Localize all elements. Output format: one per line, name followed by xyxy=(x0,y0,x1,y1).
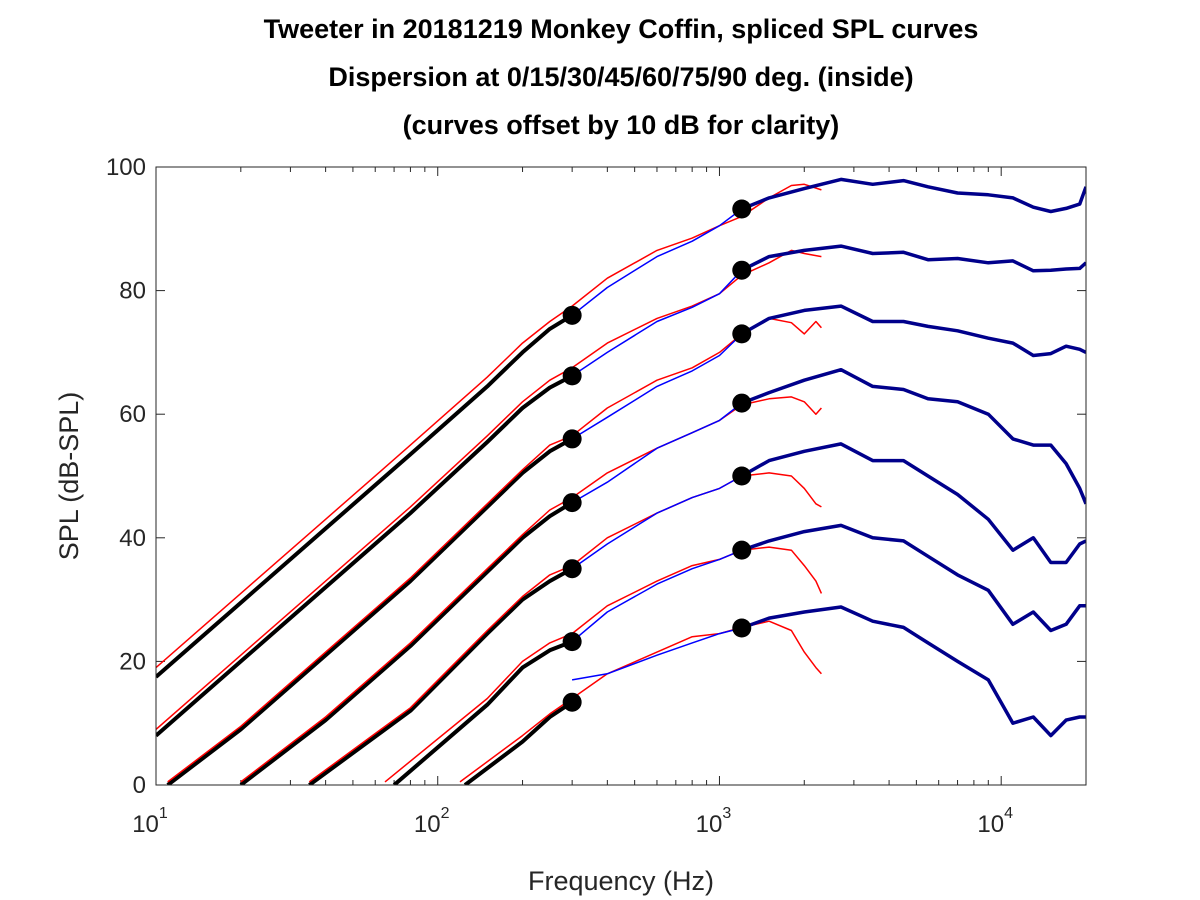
mid-frequency-curve xyxy=(571,549,743,643)
y-tick-label: 20 xyxy=(119,648,146,675)
splice-point xyxy=(562,559,582,579)
low-frequency-curve xyxy=(166,437,574,785)
low-frequency-curve xyxy=(392,639,573,785)
y-tick-label: 100 xyxy=(106,154,146,181)
x-tick-base: 10 xyxy=(132,811,159,838)
low-frequency-curve xyxy=(156,374,574,738)
splice-point xyxy=(732,466,752,486)
mid-frequency-curve xyxy=(571,208,743,316)
splice-point xyxy=(562,632,582,652)
chart-title-line-1: Tweeter in 20181219 Monkey Coffin, splic… xyxy=(264,14,979,44)
curve-angle-4 xyxy=(308,442,1086,785)
x-tick-exponent: 2 xyxy=(441,805,450,822)
low-frequency-curve xyxy=(463,700,574,785)
splice-point xyxy=(562,366,582,386)
low-frequency-curve xyxy=(239,500,574,785)
curve-angle-0 xyxy=(156,177,1086,679)
low-frequency-curve xyxy=(308,566,574,785)
x-tick-base: 10 xyxy=(696,811,723,838)
nearfield-curve xyxy=(156,249,822,730)
x-tick-label: 101 xyxy=(132,805,168,838)
splice-point xyxy=(732,324,752,344)
x-tick-exponent: 1 xyxy=(159,805,168,822)
low-frequency-curve xyxy=(156,313,574,679)
splice-point xyxy=(562,429,582,449)
x-tick-exponent: 4 xyxy=(1004,805,1013,822)
plot-area xyxy=(156,177,1086,785)
mid-frequency-curve xyxy=(571,475,743,570)
x-tick-base: 10 xyxy=(414,811,441,838)
y-tick-label: 80 xyxy=(119,278,146,305)
curve-angle-2 xyxy=(166,304,1086,785)
y-tick-label: 60 xyxy=(119,401,146,428)
high-frequency-curve xyxy=(740,304,1086,358)
curve-angle-1 xyxy=(156,244,1086,738)
y-tick-label: 0 xyxy=(133,772,146,799)
splice-point xyxy=(562,305,582,325)
mid-frequency-curve xyxy=(571,627,742,681)
x-tick-label: 102 xyxy=(414,805,450,838)
high-frequency-curve xyxy=(741,244,1086,273)
y-tick-label: 40 xyxy=(119,525,146,552)
nearfield-curve xyxy=(167,317,822,783)
mid-frequency-curve xyxy=(571,333,743,440)
nearfield-curve xyxy=(156,183,822,669)
x-tick-base: 10 xyxy=(977,811,1004,838)
splice-points xyxy=(562,199,752,712)
y-axis-label: SPL (dB-SPL) xyxy=(54,392,84,561)
splice-point xyxy=(732,540,752,560)
splice-point xyxy=(562,493,582,513)
axes-frame xyxy=(155,166,1087,786)
nearfield-curve xyxy=(459,620,822,783)
curve-angle-5 xyxy=(384,523,1086,785)
high-frequency-curve xyxy=(741,523,1086,633)
curves-group xyxy=(156,177,1086,785)
high-frequency-curve xyxy=(741,605,1086,738)
high-frequency-curve xyxy=(741,177,1086,214)
splice-point xyxy=(562,692,582,712)
splice-point xyxy=(732,260,752,280)
x-tick-label: 104 xyxy=(977,805,1013,838)
splice-point xyxy=(732,199,752,219)
chart-title-line-2: Dispersion at 0/15/30/45/60/75/90 deg. (… xyxy=(328,62,913,92)
high-frequency-curve xyxy=(740,442,1086,565)
curve-angle-3 xyxy=(239,367,1086,785)
nearfield-curve xyxy=(384,546,823,783)
mid-frequency-curve xyxy=(571,402,743,504)
x-axis-label: Frequency (Hz) xyxy=(528,866,714,896)
mid-frequency-curve xyxy=(571,269,743,377)
high-frequency-curve xyxy=(741,367,1086,505)
chart-title-line-3: (curves offset by 10 dB for clarity) xyxy=(403,110,840,140)
x-tick-exponent: 3 xyxy=(722,805,731,822)
curve-angle-6 xyxy=(459,605,1086,785)
x-tick-label: 103 xyxy=(696,805,732,838)
splice-point xyxy=(732,393,752,413)
splice-point xyxy=(732,618,752,638)
